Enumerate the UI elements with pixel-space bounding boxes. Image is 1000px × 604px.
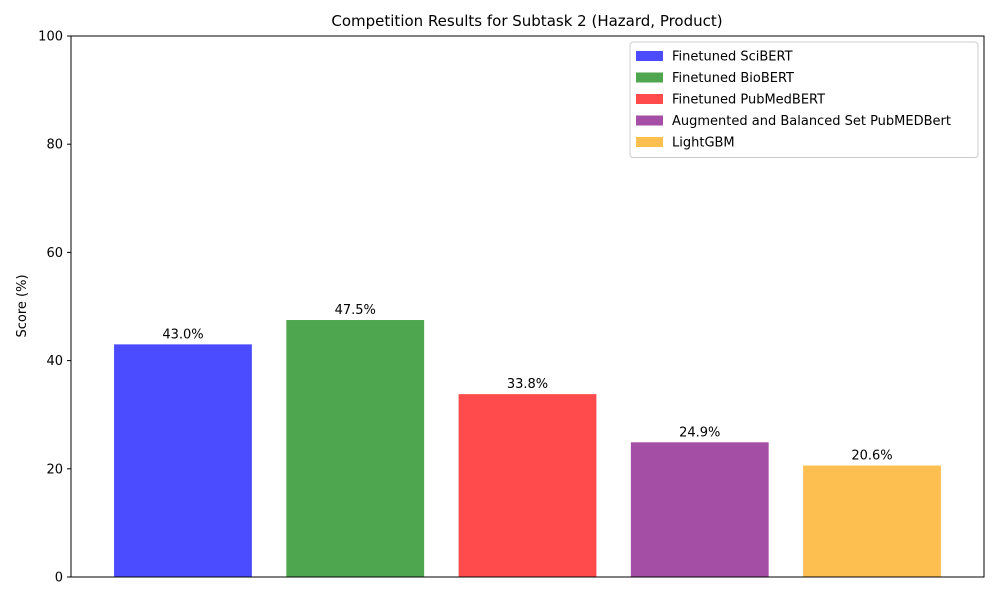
- legend-swatch: [636, 51, 663, 61]
- bar-value-label: 43.0%: [162, 327, 203, 342]
- bar: [114, 344, 252, 577]
- bar: [286, 320, 425, 577]
- chart-title: Competition Results for Subtask 2 (Hazar…: [331, 12, 722, 30]
- y-tick-label: 100: [38, 30, 63, 45]
- plot-frame: [70, 35, 985, 578]
- bar-value-label: 24.9%: [679, 425, 720, 440]
- y-tick-label: 0: [55, 571, 63, 586]
- y-axis-ticks: 0 20 40 60 80 100: [38, 30, 71, 586]
- bar-value-label: 33.8%: [507, 377, 548, 392]
- bar: [803, 465, 941, 577]
- bar-labels-group: 43.0% 47.5% 33.8% 24.9% 20.6%: [162, 303, 892, 464]
- bar-value-label: 47.5%: [335, 303, 376, 318]
- bar: [458, 394, 597, 577]
- legend-label: Finetuned PubMedBERT: [672, 93, 825, 108]
- y-tick-label: 40: [46, 354, 63, 369]
- legend-swatch: [636, 94, 663, 104]
- legend-label: Finetuned BioBERT: [672, 71, 794, 86]
- bar-value-label: 20.6%: [851, 449, 892, 464]
- y-axis-label: Score (%): [15, 274, 30, 337]
- legend-swatch: [636, 115, 663, 126]
- legend-label: Finetuned SciBERT: [672, 50, 793, 65]
- y-tick-label: 80: [46, 138, 63, 153]
- bars-group: [114, 320, 941, 577]
- y-tick-label: 60: [46, 246, 63, 261]
- legend: Finetuned SciBERT Finetuned BioBERT Finetu…: [629, 41, 979, 158]
- legend-label: Augmented and Balanced Set PubMEDBert: [672, 114, 951, 129]
- y-tick-label: 20: [46, 462, 63, 477]
- legend-swatch: [636, 72, 663, 83]
- bar: [630, 442, 769, 577]
- legend-label: LightGBM: [672, 136, 735, 151]
- legend-swatch: [636, 137, 663, 147]
- legend-box: [629, 41, 979, 158]
